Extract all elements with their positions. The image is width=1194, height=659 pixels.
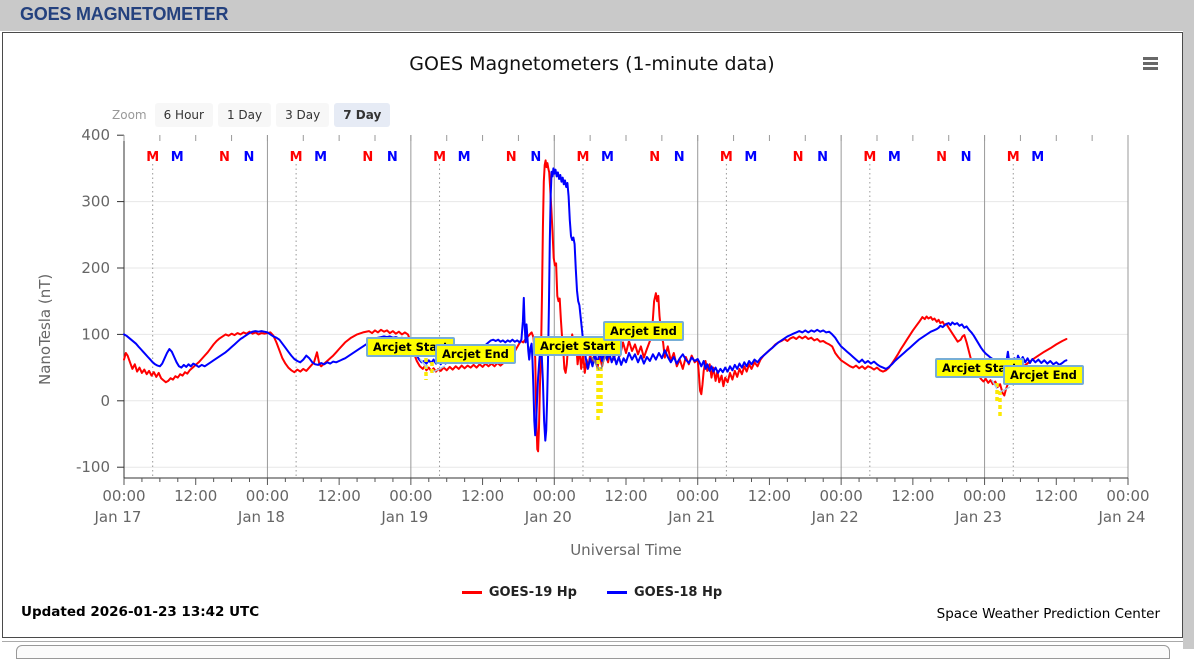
arcjet-annotation-label: Arcjet End: [1003, 365, 1084, 385]
hamburger-bar: [1143, 67, 1158, 70]
section-divider: [2, 641, 1183, 642]
goes18-line-swatch: [607, 591, 627, 594]
chart-title: GOES Magnetometers (1-minute data): [409, 53, 775, 75]
zoom-button-3day[interactable]: 3 Day: [276, 103, 330, 127]
goes19-line-swatch: [461, 591, 482, 594]
zoom-button-7day[interactable]: 7 Day: [334, 103, 391, 127]
arcjet-annotation-label: Arcjet Start: [366, 337, 456, 357]
legend-item-goes18[interactable]: GOES-18 Hp: [607, 585, 722, 600]
hamburger-bar: [1143, 57, 1158, 60]
x-axis-title: Universal Time: [570, 541, 682, 559]
legend-label-goes19: GOES-19 Hp: [488, 585, 577, 600]
zoom-button-1day[interactable]: 1 Day: [217, 103, 272, 127]
arcjet-annotation-label: Arcjet Start: [533, 336, 623, 356]
range-selector: Zoom 6 Hour 1 Day 3 Day 7 Day: [112, 103, 391, 127]
arcjet-annotation-label: Arcjet End: [435, 344, 516, 364]
credit-text: Space Weather Prediction Center: [936, 606, 1160, 622]
page-title: GOES MAGNETOMETER: [20, 4, 229, 24]
y-axis-title: NanoTesla (nT): [36, 273, 54, 385]
page-header-bar: [0, 0, 1194, 31]
zoom-button-6hour[interactable]: 6 Hour: [154, 103, 213, 127]
legend: GOES-19 Hp GOES-18 Hp: [2, 585, 1182, 600]
arcjet-annotation-label: Arcjet Start: [935, 358, 1025, 378]
next-section-peek: [16, 645, 1170, 659]
arcjet-annotation-label: Arcjet End: [603, 321, 684, 341]
updated-timestamp: Updated 2026-01-23 13:42 UTC: [21, 604, 260, 620]
hamburger-bar: [1143, 62, 1158, 65]
page-margin: [1183, 31, 1194, 649]
zoom-label: Zoom: [112, 108, 147, 122]
hamburger-menu-icon[interactable]: [1143, 57, 1159, 71]
legend-item-goes19[interactable]: GOES-19 Hp: [461, 585, 577, 600]
legend-label-goes18: GOES-18 Hp: [634, 585, 723, 600]
